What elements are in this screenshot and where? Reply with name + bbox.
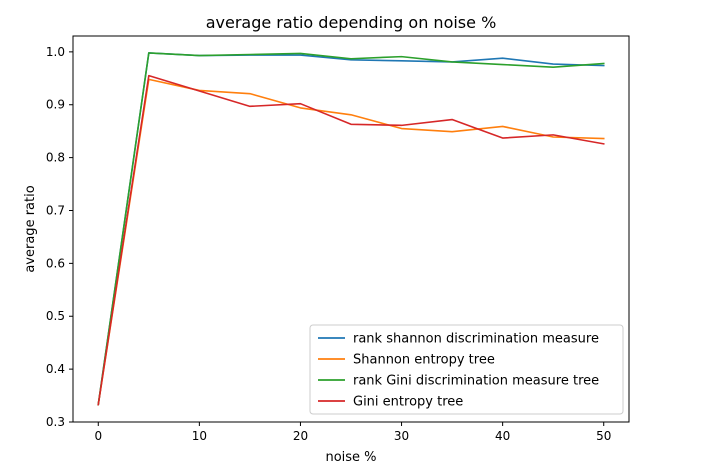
x-tick-label: 40 — [495, 429, 510, 443]
plot-frame — [72, 35, 630, 423]
y-tick-label: 0.8 — [46, 151, 65, 165]
y-tick-label: 0.9 — [46, 98, 65, 112]
legend-label: Gini entropy tree — [353, 395, 463, 410]
x-tick-label: 0 — [94, 429, 102, 443]
chart-title: average ratio depending on noise % — [206, 13, 497, 32]
y-tick-label: 0.6 — [46, 256, 65, 270]
y-tick-label: 0.4 — [46, 362, 65, 376]
x-axis-label: noise % — [325, 450, 376, 465]
y-tick-label: 1.0 — [46, 45, 65, 59]
y-axis-label: average ratio — [23, 185, 38, 272]
legend: rank shannon discrimination measure Shann… — [309, 324, 624, 415]
x-axis: 0 10 20 30 40 50 — [94, 422, 611, 443]
x-tick-label: 50 — [596, 429, 611, 443]
y-tick-label: 0.3 — [46, 415, 65, 429]
y-tick-label: 0.5 — [46, 309, 65, 323]
series-layer — [97, 52, 605, 406]
series-line-3 — [97, 52, 605, 406]
x-tick-label: 10 — [192, 429, 207, 443]
legend-label: Shannon entropy tree — [353, 353, 495, 368]
series-line-4 — [97, 74, 605, 406]
legend-label: rank shannon discrimination measure — [353, 332, 599, 347]
legend-box — [309, 324, 624, 415]
legend-label: rank Gini discrimination measure tree — [353, 374, 599, 389]
x-tick-label: 30 — [394, 429, 409, 443]
x-tick-label: 20 — [293, 429, 308, 443]
series-line-2 — [97, 78, 605, 406]
y-axis: 0.3 0.4 0.5 0.6 0.7 0.8 0.9 1.0 — [46, 45, 73, 429]
y-tick-label: 0.7 — [46, 203, 65, 217]
